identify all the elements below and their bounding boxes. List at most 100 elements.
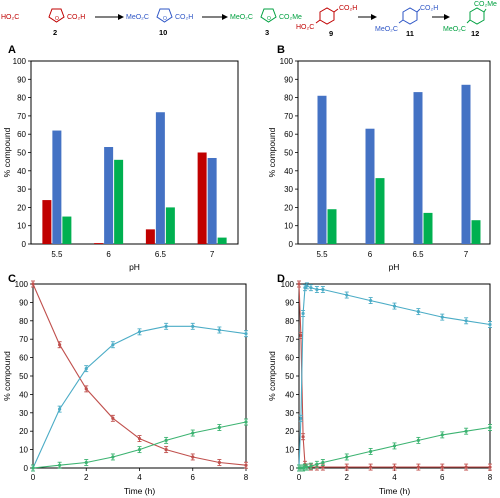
- data-point: [84, 387, 88, 391]
- y-tick-label: 30: [19, 409, 28, 418]
- data-point: [315, 462, 319, 466]
- data-point: [137, 448, 142, 452]
- y-tick-label: 10: [19, 446, 28, 455]
- y-tick-label: 100: [281, 280, 295, 289]
- data-point: [305, 284, 309, 288]
- y-tick-label: 50: [17, 149, 26, 158]
- x-axis-label: pH: [129, 262, 140, 272]
- y-tick-label: 0: [22, 240, 27, 249]
- data-point: [440, 315, 444, 319]
- bar: [413, 92, 423, 244]
- x-tick-label: 7: [464, 250, 469, 259]
- plot-frame: [30, 60, 239, 245]
- bar: [423, 212, 433, 244]
- ring-oxygen-icon: O: [55, 16, 59, 22]
- arrow-4: [432, 14, 450, 20]
- data-point: [191, 455, 195, 459]
- data-point: [321, 465, 325, 469]
- arrow-3: [358, 14, 377, 20]
- data-point: [392, 465, 397, 469]
- compound-12-bottom-group: MeO₂C: [443, 26, 466, 33]
- data-point: [137, 436, 142, 441]
- compound-9-bottom-group: HO₂C: [296, 24, 314, 31]
- x-tick-label: 6: [191, 473, 196, 482]
- data-point: [58, 463, 62, 467]
- y-tick-label: 10: [284, 222, 293, 231]
- compound-3-left-group: MeO₂C: [230, 14, 253, 21]
- x-tick-label: 2: [345, 473, 350, 482]
- y-tick-label: 40: [284, 167, 293, 176]
- y-tick-label: 50: [285, 372, 294, 381]
- y-axis-label: % compound: [267, 351, 277, 401]
- data-point: [416, 310, 420, 314]
- arrow-2: [202, 14, 228, 20]
- y-tick-label: 40: [19, 390, 28, 399]
- compound-11: CO₂H MeO₂C 11: [375, 5, 438, 38]
- y-tick-label: 100: [280, 57, 294, 66]
- y-tick-label: 70: [17, 112, 26, 121]
- data-point: [191, 324, 195, 328]
- compound-12-number: 12: [471, 29, 479, 38]
- x-axis-label: Time (h): [379, 486, 410, 496]
- y-tick-label: 20: [285, 427, 294, 436]
- compound-3: MeO₂C O CO₂Me 3: [230, 8, 302, 37]
- data-point: [305, 465, 309, 469]
- compound-2-left-group: HO₂C: [1, 14, 19, 21]
- data-point: [164, 438, 168, 442]
- compound-10: MeO₂C O CO₂H 10: [126, 8, 193, 37]
- x-tick-label: 4: [137, 473, 142, 482]
- y-tick-label: 100: [15, 280, 29, 289]
- y-tick-label: 80: [17, 94, 26, 103]
- data-point: [464, 465, 468, 469]
- data-point: [297, 282, 301, 286]
- y-tick-label: 30: [17, 185, 26, 194]
- series-line: [298, 283, 490, 468]
- scheme-right: CO₂H HO₂C 9 CO₂H MeO₂C 11 CO₂Me MeO₂C: [296, 1, 497, 38]
- data-point: [488, 465, 492, 469]
- compound-2-right-group: CO₂H: [67, 14, 85, 21]
- data-point: [488, 322, 492, 327]
- panel-a: A 0 10 20 30 40 50 60 70 80 90 100 % compound pH 5.5 6 6…: [2, 44, 239, 272]
- y-tick-label: 60: [284, 130, 293, 139]
- x-axis-label: Time (h): [124, 486, 155, 496]
- y-tick-label: 50: [284, 149, 293, 158]
- data-point: [84, 367, 88, 371]
- y-tick-label: 90: [17, 75, 26, 84]
- bar: [461, 84, 471, 244]
- arrow-1: [95, 14, 124, 20]
- data-point: [31, 466, 35, 470]
- bar: [317, 95, 327, 245]
- compound-10-right-group: CO₂H: [175, 14, 193, 21]
- y-tick-label: 100: [13, 57, 27, 66]
- x-tick-label: 4: [392, 473, 397, 482]
- x-tick-label: 5.5: [51, 250, 63, 259]
- data-point: [217, 328, 221, 332]
- x-tick-label: 0: [31, 473, 36, 482]
- compound-2-number: 2: [53, 28, 57, 37]
- data-point: [164, 448, 168, 452]
- compound-9-number: 9: [329, 29, 333, 38]
- compound-11-top-group: CO₂H: [420, 5, 438, 12]
- data-point: [244, 463, 248, 467]
- x-tick-label: 6.5: [155, 250, 167, 259]
- y-tick-label: 40: [17, 167, 26, 176]
- y-tick-label: 10: [285, 446, 294, 455]
- y-tick-label: 60: [285, 354, 294, 363]
- data-point: [191, 431, 195, 435]
- ring-oxygen-icon: O: [267, 16, 271, 22]
- furan-ring-icon: [48, 8, 65, 23]
- data-point: [416, 438, 420, 442]
- panel-label: C: [8, 273, 16, 285]
- y-tick-label: 90: [284, 75, 293, 84]
- y-tick-label: 0: [24, 464, 29, 473]
- x-tick-label: 6: [440, 473, 445, 482]
- ring-oxygen-icon: O: [163, 16, 167, 22]
- data-point: [164, 324, 168, 328]
- bar: [114, 159, 124, 244]
- panel-b: B 0 10 20 30 40 50 60 70 80 90 100 % compound pH 5.5 6 6…: [267, 44, 491, 272]
- x-tick-label: 0: [297, 473, 302, 482]
